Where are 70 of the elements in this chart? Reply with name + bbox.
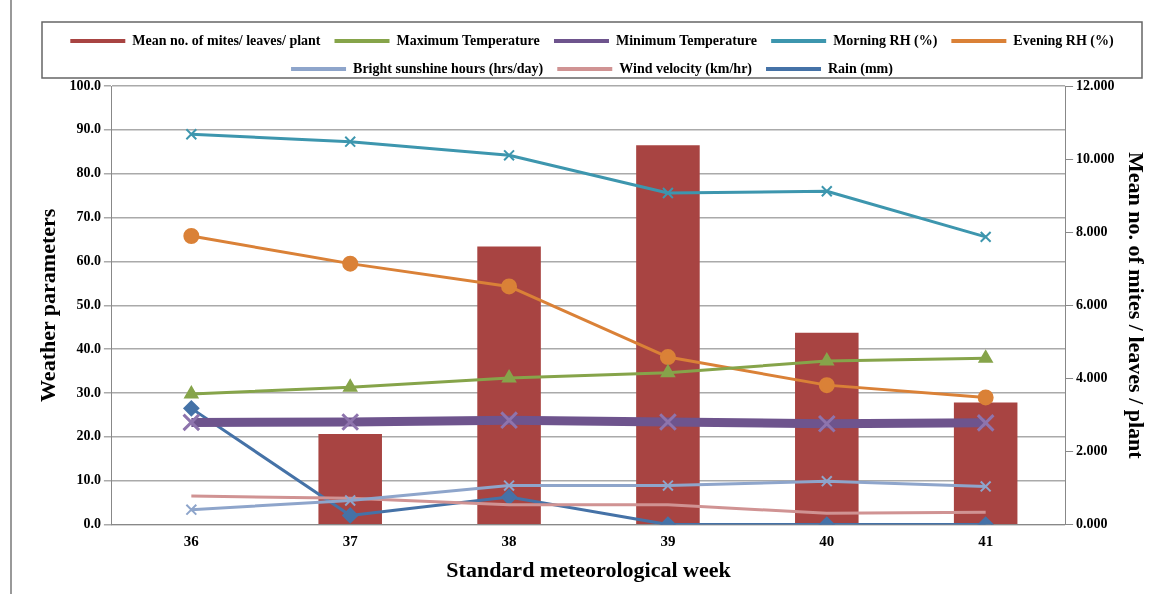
bar [636, 145, 700, 525]
point [979, 480, 992, 493]
point [819, 353, 834, 366]
legend-label: Morning RH (%) [833, 32, 938, 49]
legend-label: Evening RH (%) [1013, 32, 1115, 49]
y-tick-label: 10.0 [76, 472, 101, 488]
legend-label: Bright sunshine hours (hrs/day) [353, 60, 544, 77]
point [185, 503, 198, 516]
y2-axis-title: Mean no. of mites / leaves / plant [1124, 151, 1150, 460]
y-tick-label: 100.0 [69, 77, 101, 93]
legend-label: Maximum Temperature [396, 32, 540, 48]
legend-label: Wind velocity (km/hr) [619, 60, 753, 77]
point [344, 135, 357, 148]
x-tick-label: 40 [819, 533, 835, 550]
y-tick-label: 90.0 [76, 121, 101, 137]
point [660, 364, 675, 378]
x-axis-title: Standard meteorological week [446, 557, 732, 583]
point [661, 479, 674, 492]
y-tick-label: 0.0 [83, 516, 101, 532]
point [979, 230, 992, 243]
y-tick-label: 30.0 [76, 384, 101, 400]
point [658, 412, 678, 432]
point [344, 494, 357, 507]
y-tick-label: 50.0 [76, 296, 101, 312]
point [818, 377, 835, 394]
point [977, 389, 994, 406]
point [659, 349, 676, 366]
y-axis-title: Weather parameters [34, 208, 60, 402]
x-tick-label: 37 [342, 533, 359, 550]
y-tick-label: 80.0 [76, 165, 101, 181]
point [343, 379, 358, 392]
legend-label: Minimum Temperature [615, 32, 757, 48]
y-tick-label: 40.0 [76, 340, 101, 356]
point [499, 410, 519, 430]
x-tick-label: 41 [978, 533, 994, 550]
y2-tick-label: 0.000 [1076, 516, 1108, 532]
legend-label: Mean no. of mites/ leaves/ plant [132, 32, 321, 48]
point [184, 385, 199, 399]
point [820, 185, 833, 198]
point [183, 228, 200, 244]
legend-label: Rain (mm) [828, 60, 894, 77]
point [661, 187, 674, 199]
point [817, 414, 837, 433]
point [503, 149, 516, 162]
point [820, 475, 833, 488]
bar [953, 402, 1018, 525]
y-tick-label: 70.0 [76, 209, 101, 225]
y2-tick-label: 6.000 [1076, 296, 1108, 312]
point [340, 412, 360, 432]
point [182, 413, 201, 432]
point [185, 128, 198, 141]
point [502, 370, 517, 383]
x-tick-label: 36 [183, 533, 200, 550]
y-tick-label: 60.0 [76, 253, 101, 269]
point [342, 255, 359, 272]
y2-tick-label: 10.000 [1076, 150, 1115, 166]
x-tick-label: 38 [501, 533, 517, 550]
y2-tick-label: 4.000 [1076, 370, 1108, 386]
point [976, 413, 995, 433]
y2-tick-label: 2.000 [1076, 443, 1108, 459]
point [342, 507, 359, 524]
point [501, 278, 518, 295]
x-tick-label: 39 [660, 533, 676, 550]
point [978, 350, 993, 363]
y2-tick-label: 8.000 [1076, 223, 1108, 239]
y-tick-label: 20.0 [76, 428, 101, 444]
point [183, 400, 200, 417]
point [503, 479, 516, 492]
point [501, 488, 518, 505]
y2-tick-label: 12.000 [1076, 77, 1115, 93]
